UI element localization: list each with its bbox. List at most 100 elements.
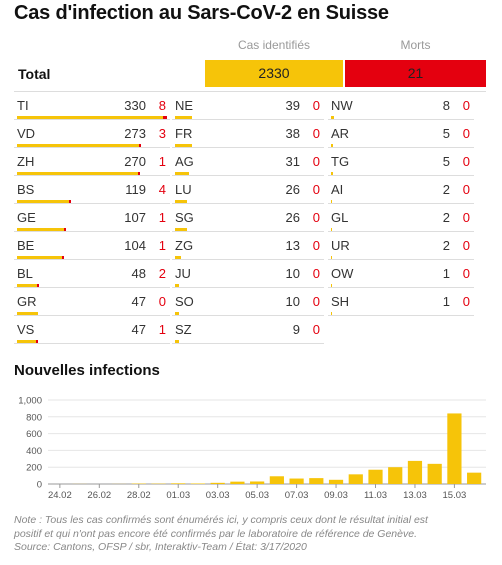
bar-10.03 (348, 474, 363, 484)
canton-deaths: 0 (462, 238, 470, 253)
x-tick-label: 15.03 (443, 490, 467, 501)
canton-cases-bar (17, 340, 39, 343)
canton-row-ow: OW 1 0 (328, 260, 474, 288)
canton-deaths: 1 (158, 210, 166, 225)
canton-cases-bar (331, 116, 335, 119)
canton-code: FR (175, 126, 193, 141)
canton-cases-bar (331, 228, 332, 231)
y-tick-label: 400 (26, 446, 42, 457)
new-infections-chart: 0 200 400 600 800 1,000 24.02 26.02 28.02 01.03 03… (18, 396, 486, 501)
canton-deaths: 0 (462, 154, 470, 169)
canton-cases: 1 (442, 294, 450, 309)
canton-cases: 26 (285, 182, 300, 197)
x-tick-label: 09.03 (324, 490, 348, 501)
canton-deaths-bar (36, 340, 39, 343)
y-tick-label: 0 (37, 480, 42, 491)
canton-cases: 13 (285, 238, 300, 253)
bar-12.03 (388, 467, 403, 484)
canton-cases: 47 (131, 322, 146, 337)
canton-cases-bar (175, 144, 192, 147)
bar-09.03 (328, 479, 344, 484)
canton-deaths-bar (163, 116, 167, 119)
canton-deaths: 0 (312, 210, 320, 225)
canton-cases-bar (17, 200, 72, 203)
canton-code: VD (17, 126, 36, 141)
canton-row-bs: BS 119 4 (14, 176, 170, 204)
canton-deaths: 0 (312, 126, 320, 141)
canton-code: SO (175, 294, 194, 309)
canton-cases-bar (175, 340, 179, 343)
canton-row-so: SO 10 0 (172, 288, 324, 316)
canton-cases: 330 (124, 98, 146, 113)
canton-row-ar: AR 5 0 (328, 120, 474, 148)
canton-cases: 8 (442, 98, 450, 113)
x-tick-label: 13.03 (403, 490, 427, 501)
canton-code: AG (175, 154, 194, 169)
canton-deaths: 0 (462, 98, 470, 113)
canton-cases: 2 (442, 210, 450, 225)
canton-cases-bar (331, 312, 332, 315)
canton-row-ag: AG 31 0 (172, 148, 324, 176)
cases-column-header: Cas identifiés (237, 38, 311, 52)
canton-row-bl: BL 48 2 (14, 260, 170, 288)
canton-cases: 2 (442, 238, 450, 253)
canton-code: GE (17, 210, 36, 225)
canton-cases-bar (175, 284, 180, 287)
bar-07.03 (289, 478, 304, 484)
canton-row-gr: GR 47 0 (14, 288, 170, 316)
canton-code: ZH (17, 154, 35, 169)
total-deaths-box: 21 (345, 60, 486, 87)
canton-row-be: BE 104 1 (14, 232, 170, 260)
canton-row-ai: AI 2 0 (328, 176, 474, 204)
canton-deaths: 0 (158, 294, 166, 309)
canton-deaths-bar (63, 228, 66, 231)
canton-row-lu: LU 26 0 (172, 176, 324, 204)
canton-row-ne: NE 39 0 (172, 92, 324, 120)
canton-code: OW (331, 266, 354, 281)
total-divider (14, 91, 486, 92)
canton-code: SZ (175, 322, 192, 337)
canton-cases-bar (175, 228, 187, 231)
canton-deaths: 0 (312, 98, 320, 113)
y-tick-label: 600 (26, 429, 42, 440)
deaths-column-header: Morts (400, 38, 431, 52)
x-tick-label: 28.02 (127, 490, 151, 501)
canton-deaths: 0 (462, 210, 470, 225)
bar-16.03 (467, 472, 482, 484)
bar-02.03 (190, 483, 206, 484)
canton-cases: 270 (124, 154, 146, 169)
canton-row-tg: TG 5 0 (328, 148, 474, 176)
canton-cases: 10 (285, 294, 300, 309)
canton-deaths: 0 (312, 182, 320, 197)
bar-05.03 (250, 481, 265, 484)
canton-code: TG (331, 154, 350, 169)
page-title: Cas d'infection au Sars-CoV-2 en Suisse (14, 2, 389, 24)
canton-cases: 48 (131, 266, 146, 281)
canton-deaths: 2 (158, 266, 166, 281)
total-cases-box: 2330 (205, 60, 343, 87)
footnote-line-1: Note : Tous les cas confirmés sont énumé… (14, 514, 428, 526)
canton-cases: 2 (442, 182, 450, 197)
canton-deaths-bar (69, 200, 72, 203)
bar-04.03 (230, 481, 245, 484)
canton-code: LU (175, 182, 192, 197)
canton-cases-bar (17, 144, 142, 147)
canton-code: JU (175, 266, 191, 281)
canton-code: BE (17, 238, 35, 253)
canton-code: UR (331, 238, 350, 253)
canton-deaths: 3 (158, 126, 166, 141)
canton-row-gl: GL 2 0 (328, 204, 474, 232)
bar-11.03 (368, 469, 383, 484)
footnote-line-2: positif et qui n'ont pas encore été conf… (14, 527, 417, 540)
canton-cases-bar (331, 284, 332, 287)
canton-row-zh: ZH 270 1 (14, 148, 170, 176)
canton-cases: 273 (124, 126, 146, 141)
canton-deaths: 0 (312, 154, 320, 169)
x-tick-label: 24.02 (48, 490, 72, 501)
canton-row-sz: SZ 9 0 (172, 316, 324, 344)
canton-code: GL (331, 210, 349, 225)
bar-06.03 (269, 476, 284, 484)
canton-deaths: 0 (462, 182, 470, 197)
canton-code: VS (17, 322, 35, 337)
canton-row-ur: UR 2 0 (328, 232, 474, 260)
